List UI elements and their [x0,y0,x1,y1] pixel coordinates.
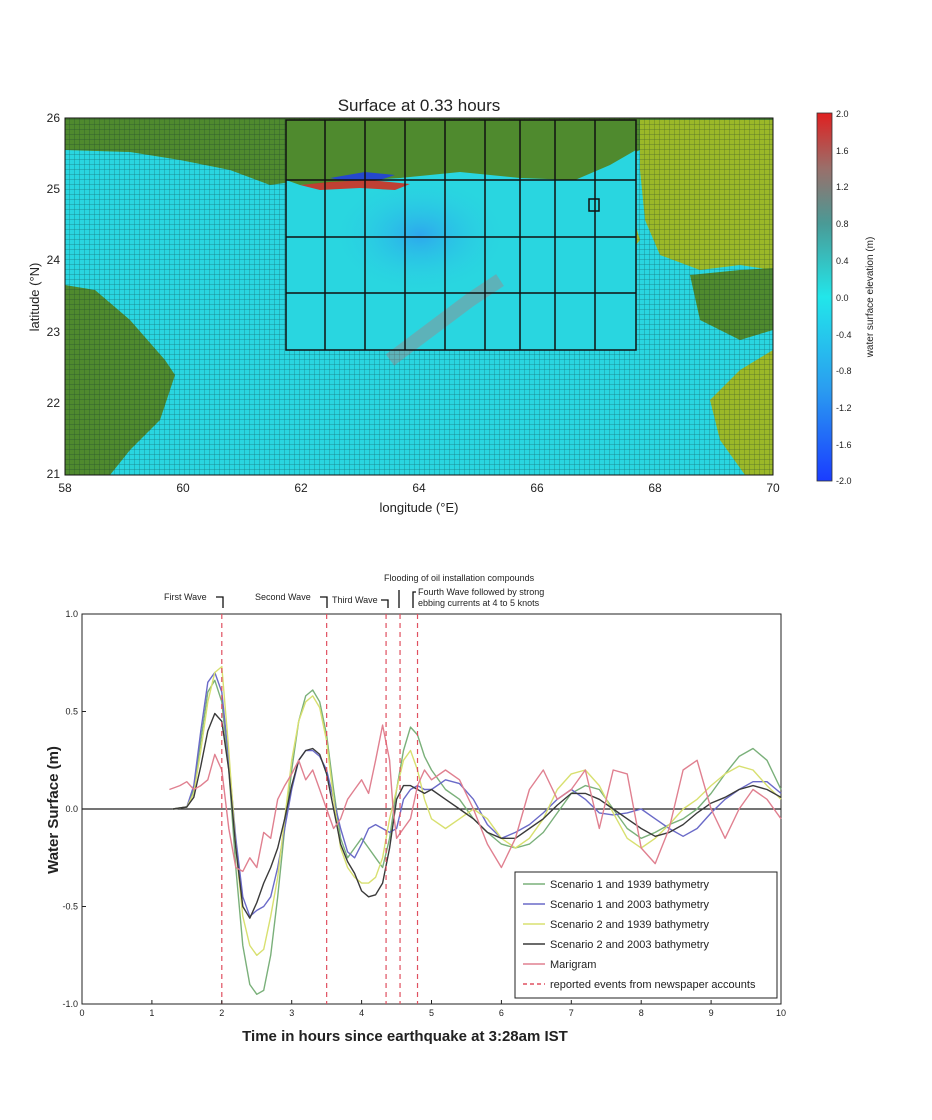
x-tick-label: 5 [429,1008,434,1018]
legend: Scenario 1 and 1939 bathymetry Scenario … [514,871,778,999]
map-y-tick: 21 [47,467,61,481]
colorbar-tick: 0.4 [836,256,849,266]
map-y-tick: 23 [47,325,61,339]
x-tick-label: 0 [79,1008,84,1018]
x-tick-label: 4 [359,1008,364,1018]
map-x-tick: 66 [530,481,544,495]
map-x-label: longitude (°E) [380,500,459,515]
nested-land [286,120,636,185]
colorbar-tick: 0.8 [836,219,849,229]
line-y-label: Water Surface (m) [45,746,62,874]
legend-label: Scenario 1 and 2003 bathymetry [550,899,709,911]
annotation-pointers [216,590,416,608]
annotation-fourth-wave: Fourth Wave followed by strong [418,587,544,597]
tsunami-front-negative [330,172,395,181]
x-tick-label: 10 [776,1008,786,1018]
x-tick-label: 6 [499,1008,504,1018]
map-frame [64,117,774,476]
colorbar-tick: 1.2 [836,182,849,192]
annotation-third-wave: Third Wave [332,595,378,605]
x-tick-label: 7 [569,1008,574,1018]
colorbar-tick: -1.6 [836,440,852,450]
annotation-first-wave: First Wave [164,592,207,602]
map-x-tick: 62 [294,481,308,495]
colorbar-tick: 2.0 [836,109,849,119]
legend-item: Marigram [523,959,596,971]
x-tick-label: 3 [289,1008,294,1018]
map-title: Surface at 0.33 hours [338,96,501,115]
gauge-marker [588,198,600,212]
legend-label: Scenario 2 and 2003 bathymetry [550,939,709,951]
legend-item: Scenario 1 and 1939 bathymetry [523,879,709,891]
x-tick-label: 8 [639,1008,644,1018]
legend-label: reported events from newspaper accounts [550,979,756,991]
tsunami-front-positive [300,180,410,190]
annotation-second-wave: Second Wave [255,592,311,602]
y-tick-layer: 1.0 0.5 0.0 -0.5 -1.0 [62,609,86,1009]
legend-item: Scenario 1 and 2003 bathymetry [523,899,709,911]
annotation-fourth-wave-2: ebbing currents at 4 to 5 knots [418,598,540,608]
legend-item: Scenario 2 and 1939 bathymetry [523,919,709,931]
plot-layer [82,614,782,1004]
colorbar-tick: -0.8 [836,366,852,376]
line-x-label: Time in hours since earthquake at 3:28am… [242,1028,568,1045]
series-line-4 [172,712,782,919]
map-y-tick: 26 [47,111,61,125]
map-panel: Surface at 0.33 hours 58 [27,96,876,515]
map-field [65,118,773,475]
nested-grid [285,119,637,351]
colorbar-tick: 0.0 [836,293,849,303]
legend-item: reported events from newspaper accounts [523,979,756,991]
y-tick-label: 0.5 [65,707,78,717]
legend-item: Scenario 2 and 2003 bathymetry [523,939,709,951]
legend-label: Scenario 1 and 1939 bathymetry [550,879,709,891]
map-x-ticks: 58 60 62 64 66 68 70 [58,481,780,495]
colorbar-ticks: 2.0 1.6 1.2 0.8 0.4 0.0 -0.4 -0.8 -1.2 -… [836,109,852,486]
map-y-label: latitude (°N) [27,263,42,332]
legend-label: Marigram [550,959,596,971]
map-x-tick: 70 [766,481,780,495]
y-tick-label: 1.0 [65,609,78,619]
colorbar-tick: -2.0 [836,476,852,486]
y-tick-label: -1.0 [62,999,78,1009]
map-x-tick: 68 [648,481,662,495]
series-line-5 [169,724,782,873]
tsunami-trough [330,175,510,295]
colorbar-gradient [816,112,833,482]
x-tick-label: 9 [709,1008,714,1018]
colorbar: 2.0 1.6 1.2 0.8 0.4 0.0 -0.4 -0.8 -1.2 -… [816,109,876,486]
line-chart-panel: First Wave Second Wave Third Wave Floodi… [45,573,786,1045]
annotation-layer: First Wave Second Wave Third Wave Floodi… [164,573,544,608]
y-tick-label: 0.0 [65,804,78,814]
colorbar-tick: -1.2 [836,403,852,413]
map-y-tick: 22 [47,396,61,410]
map-x-tick: 60 [176,481,190,495]
map-y-tick: 25 [47,182,61,196]
map-x-tick: 58 [58,481,72,495]
map-y-ticks: 26 25 24 23 22 21 [47,111,61,481]
legend-box [514,871,778,999]
y-tick-label: -0.5 [62,902,78,912]
map-x-tick: 64 [412,481,426,495]
colorbar-label: water surface elevation (m) [865,237,876,359]
x-tick-label: 1 [149,1008,154,1018]
colorbar-tick: 1.6 [836,146,849,156]
annotation-flooding: Flooding of oil installation compounds [384,573,535,583]
x-tick-layer: 0 1 2 3 4 5 6 7 8 9 10 [79,1000,786,1018]
x-tick-label: 2 [219,1008,224,1018]
map-y-tick: 24 [47,253,61,267]
legend-label: Scenario 2 and 1939 bathymetry [550,919,709,931]
colorbar-tick: -0.4 [836,330,852,340]
